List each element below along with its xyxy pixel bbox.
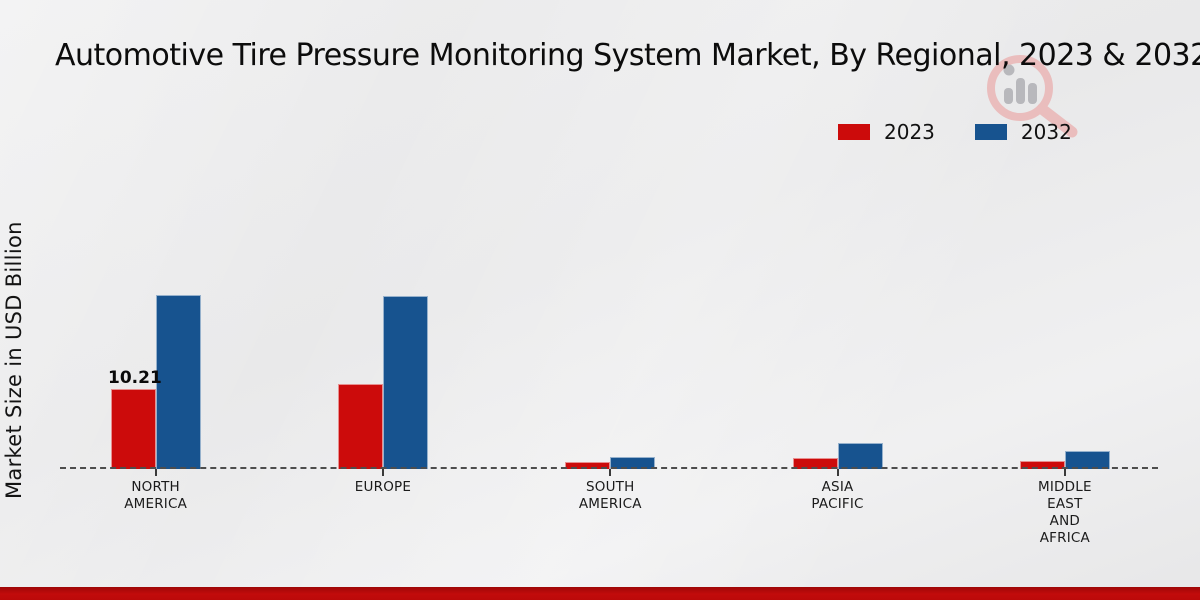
category-group-north-america: 10.21 [42,0,269,476]
bar-2032-europe [382,295,428,469]
category-group-south-america [497,0,724,476]
bar-pair-north-america [110,295,201,469]
bar-2023-south-america [565,461,611,469]
x-axis-tick-south-america [609,469,612,476]
category-group-europe [269,0,496,476]
legend-item-2023: 2023 [838,120,935,144]
x-axis-label-asia-pacific: ASIA PACIFIC [811,479,864,512]
legend: 2023 2032 [838,120,1072,144]
x-axis-label-europe: EUROPE [354,479,412,495]
x-axis-label-north-america: NORTH AMERICA [124,479,188,512]
bar-pair-south-america [565,456,656,469]
x-axis-tick-middle-east-and-africa [1063,469,1066,476]
x-axis-baseline [60,467,1158,469]
legend-label-2032: 2032 [1020,120,1072,144]
x-axis-label-south-america: SOUTH AMERICA [578,479,642,512]
plot-area: 10.21 [42,0,1179,476]
x-axis-tick-asia-pacific [836,469,839,476]
chart-title: Automotive Tire Pressure Monitoring Syst… [55,38,1200,73]
y-axis-label: Market Size in USD Billion [2,221,26,499]
legend-swatch-2023-icon [838,124,870,140]
data-label-north-america-2023: 10.21 [108,368,162,389]
bar-pair-middle-east-and-africa [1019,450,1110,469]
bar-pair-europe [337,295,428,469]
bar-pair-asia-pacific [792,443,883,469]
bar-2023-middle-east-and-africa [1019,461,1065,469]
x-axis-tick-north-america [154,469,157,476]
legend-item-2032: 2032 [974,120,1072,144]
category-group-middle-east-and-africa [951,0,1178,476]
bottom-ribbon [0,587,1200,600]
market-research-watermark-icon [987,55,1078,138]
bar-2023-asia-pacific [792,458,838,469]
legend-label-2023: 2023 [884,120,935,144]
bar-2032-middle-east-and-africa [1064,450,1110,469]
bar-2023-europe [337,384,383,469]
bar-2023-north-america [110,389,156,469]
bar-2032-north-america [155,295,201,469]
plot-groups: 10.21 [42,0,1179,476]
x-axis-tick-europe [381,469,384,476]
x-axis-label-middle-east-and-africa: MIDDLE EAST AND AFRICA [1038,479,1092,546]
x-axis-labels: NORTH AMERICA EUROPE SOUTH AMERICA ASIA PAC… [42,479,1179,547]
bar-2032-asia-pacific [837,443,883,469]
category-group-asia-pacific [724,0,951,476]
bar-2032-south-america [610,456,656,469]
legend-swatch-2032-icon [974,124,1007,140]
